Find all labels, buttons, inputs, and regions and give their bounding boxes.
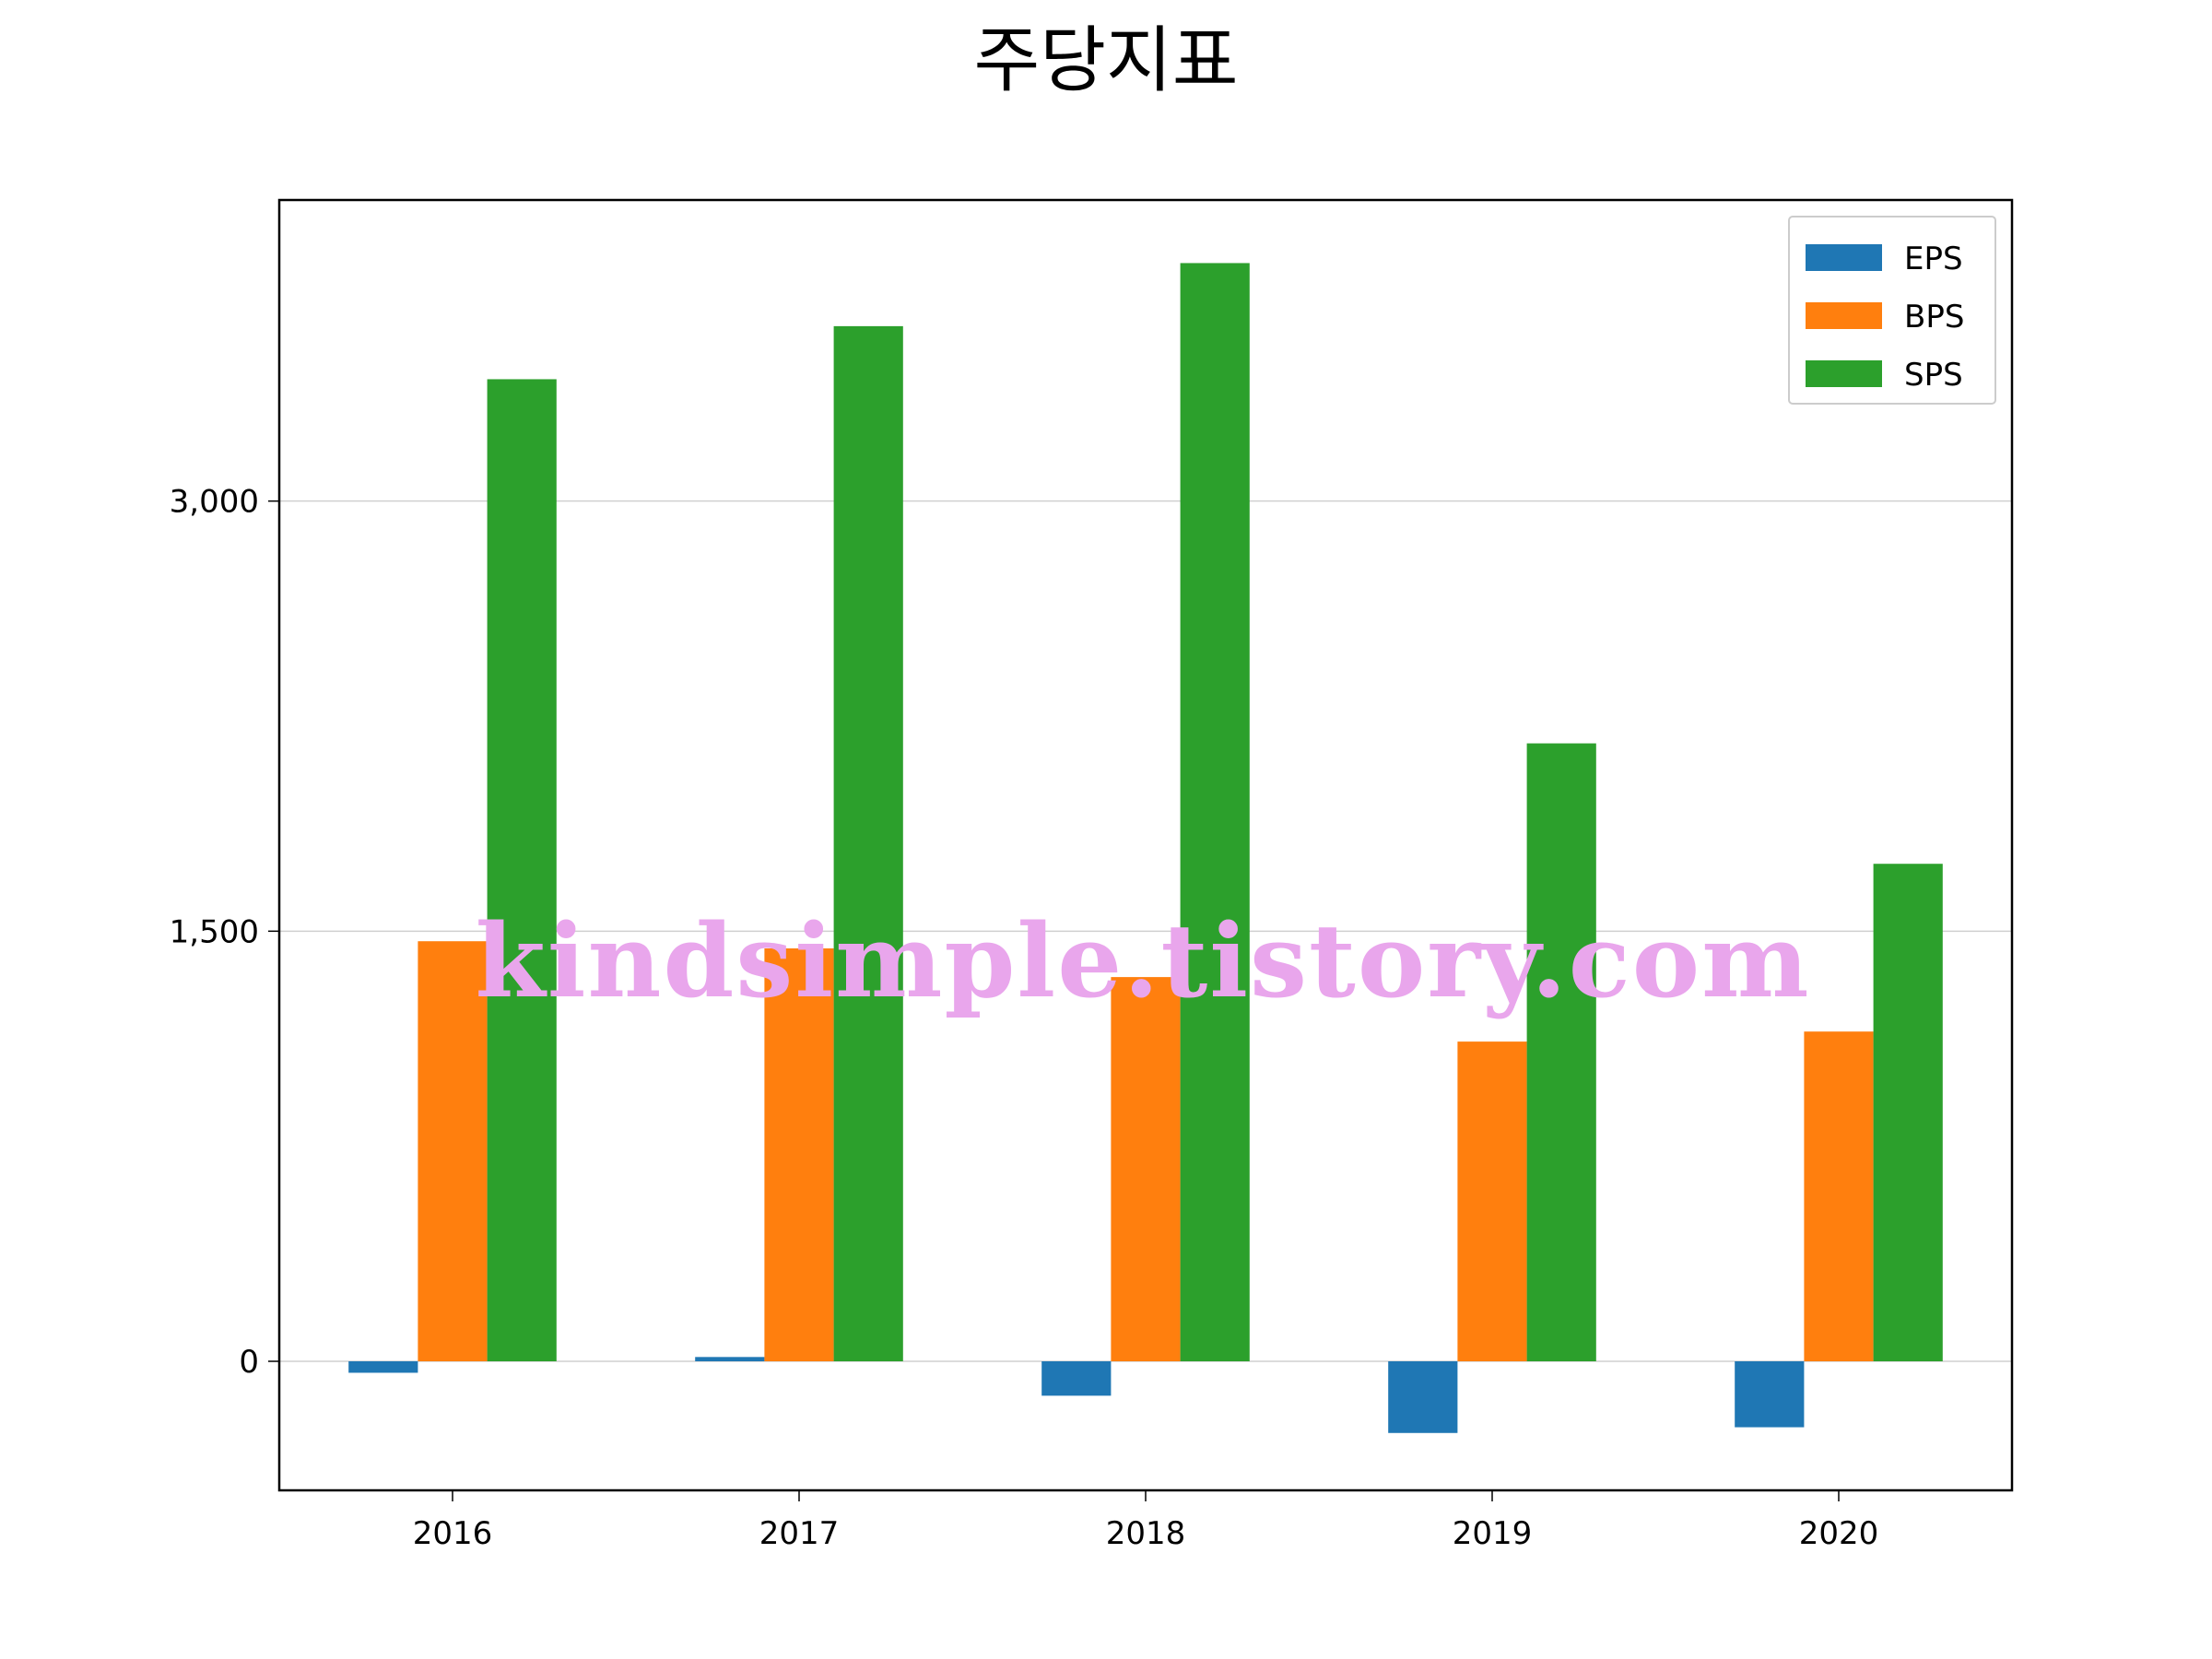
bar-eps-2020 <box>1735 1361 1805 1428</box>
watermark-text: kindsimple.tistory.com <box>476 901 1811 1020</box>
bar-eps-2019 <box>1388 1361 1458 1433</box>
y-tick-label: 0 <box>239 1344 259 1381</box>
y-tick-label: 3,000 <box>170 484 259 521</box>
bar-bps-2016 <box>418 941 488 1361</box>
legend-label-bps: BPS <box>1904 299 1964 335</box>
bar-eps-2017 <box>695 1357 765 1361</box>
bar-bps-2019 <box>1457 1041 1527 1361</box>
bar-sps-2018 <box>1180 263 1250 1361</box>
series-sps <box>487 263 1943 1361</box>
x-tick-label: 2016 <box>413 1515 493 1552</box>
legend-label-eps: EPS <box>1904 241 1963 277</box>
bar-eps-2018 <box>1041 1361 1112 1396</box>
chart-title: 주당지표 <box>973 19 1238 102</box>
bar-bps-2018 <box>1111 977 1181 1361</box>
legend-label-sps: SPS <box>1904 357 1963 394</box>
bar-sps-2017 <box>833 325 903 1361</box>
legend-swatch-bps <box>1806 302 1882 329</box>
bar-sps-2020 <box>1873 864 1943 1361</box>
bar-sps-2019 <box>1526 743 1596 1361</box>
axes: 0 1,500 3,000 2016 2017 2018 2019 2020 <box>170 198 2014 1552</box>
legend-swatch-eps <box>1806 244 1882 271</box>
bar-bps-2020 <box>1804 1031 1874 1361</box>
bar-sps-2016 <box>487 379 557 1361</box>
legend-swatch-sps <box>1806 360 1882 387</box>
legend: EPS BPS SPS <box>1788 216 1996 405</box>
bars <box>348 263 1943 1433</box>
bar-eps-2016 <box>348 1361 418 1373</box>
y-tick-label: 1,500 <box>170 913 259 950</box>
x-tick-label: 2019 <box>1453 1515 1533 1552</box>
x-tick-label: 2017 <box>759 1515 840 1552</box>
bar-bps-2017 <box>764 948 834 1361</box>
x-tick-label: 2020 <box>1799 1515 1879 1552</box>
series-eps <box>348 1357 1805 1433</box>
x-tick-label: 2018 <box>1106 1515 1186 1552</box>
series-bps <box>418 941 1874 1361</box>
